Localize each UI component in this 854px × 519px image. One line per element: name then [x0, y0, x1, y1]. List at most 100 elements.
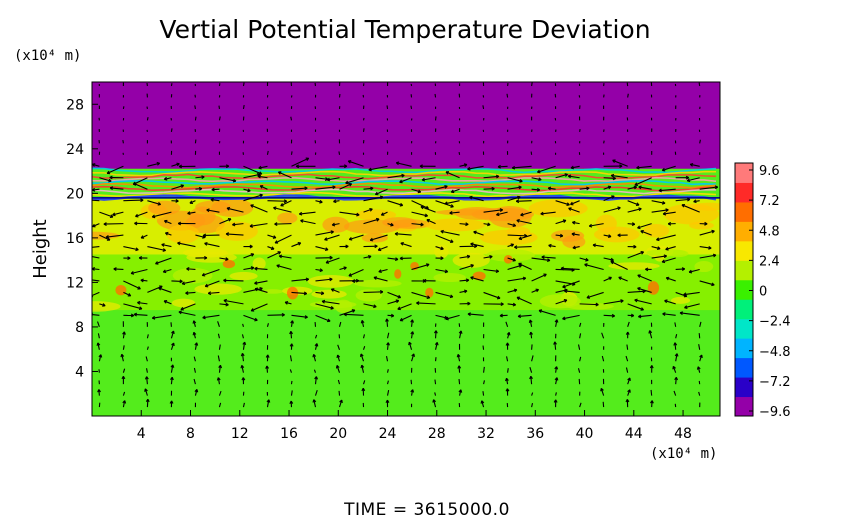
vector-arrow: [687, 177, 700, 182]
vector-arrowhead: [520, 214, 524, 217]
vector-arrowhead: [185, 292, 189, 295]
vector-arrow: [291, 291, 307, 295]
vector-arrow: [267, 246, 275, 250]
vector-arrow: [218, 344, 221, 350]
vector-arrow: [540, 211, 556, 215]
vector-arrowhead: [553, 341, 556, 345]
vector-arrowhead: [662, 213, 667, 216]
vector-arrowhead: [156, 161, 160, 164]
vector-arrow: [435, 330, 437, 339]
vector-arrowhead: [259, 193, 263, 196]
vector-arrow: [688, 268, 700, 273]
vector-arrow: [315, 186, 336, 190]
vector-arrow: [531, 188, 540, 191]
x-tick-label: 40: [576, 426, 594, 442]
vector-arrow: [673, 390, 677, 396]
vector-arrow: [152, 314, 172, 319]
vector-arrowhead: [696, 366, 699, 370]
vector-arrowhead: [633, 185, 637, 188]
vector-arrow: [649, 330, 653, 339]
vector-arrowhead: [529, 376, 532, 380]
vector-arrowhead: [152, 317, 156, 320]
vector-arrow: [651, 246, 661, 250]
vector-arrow: [348, 268, 364, 277]
vector-arrowhead: [374, 244, 378, 247]
vector-arrowhead: [194, 342, 198, 346]
heatmap-patch: [425, 218, 486, 232]
vector-arrow: [217, 355, 220, 362]
vector-arrow: [202, 314, 220, 319]
vector-arrowhead: [560, 233, 564, 237]
vector-arrow: [339, 183, 352, 190]
vector-arrowhead: [171, 342, 175, 346]
heatmap-patch: [307, 274, 354, 288]
vector-arrow: [122, 368, 126, 373]
heatmap-patch: [551, 229, 585, 242]
vector-arrow: [458, 365, 461, 373]
heatmap-region-0: [92, 82, 720, 169]
vector-arrowhead: [180, 184, 184, 186]
vector-arrowhead: [506, 332, 510, 335]
vector-arrowhead: [225, 233, 229, 237]
heatmap-patch: [189, 206, 216, 226]
vector-arrow: [218, 390, 222, 396]
vector-arrow: [627, 93, 629, 98]
vector-arrowhead: [178, 166, 183, 169]
vector-arrowhead: [687, 180, 691, 183]
vector-arrow: [410, 105, 413, 110]
vector-arrowhead: [470, 276, 474, 280]
vector-arrow: [444, 200, 460, 205]
heatmap-region-4: [92, 310, 720, 416]
vector-arrow: [289, 355, 293, 362]
vector-arrowhead: [121, 375, 124, 380]
time-value: 3615000.0: [413, 500, 509, 519]
vector-arrow: [637, 223, 652, 229]
vector-arrowhead: [410, 319, 413, 323]
vector-arrow: [483, 188, 495, 190]
vector-arrow: [105, 234, 124, 238]
vector-arrow: [258, 165, 268, 169]
heatmap-patch: [92, 301, 121, 312]
heatmap-patch: [354, 279, 402, 288]
vector-arrow: [531, 82, 533, 87]
vector-arrowhead: [163, 271, 167, 274]
vector-arrowhead: [681, 204, 685, 208]
vector-arrow: [531, 257, 551, 262]
vector-arrow: [459, 223, 469, 225]
vector-arrow: [137, 301, 148, 305]
heatmap-patch: [485, 249, 535, 262]
vector-arrow: [451, 188, 460, 193]
vector-arrowhead: [325, 247, 329, 251]
vector-arrowhead: [411, 353, 415, 357]
vector-arrow: [507, 234, 527, 237]
vector-arrow: [555, 219, 567, 225]
vector-arrow: [603, 207, 621, 213]
vector-arrowhead: [457, 365, 460, 369]
vector-arrowhead: [681, 267, 685, 270]
vector-arrowhead: [164, 178, 168, 181]
vector-arrow: [155, 257, 172, 265]
vector-arrow: [122, 139, 124, 144]
vector-arrow: [483, 380, 485, 385]
vector-arrow: [362, 128, 365, 132]
vector-arrow: [178, 311, 196, 316]
vector-arrowhead: [110, 214, 114, 218]
heatmap-warm-spot: [222, 259, 236, 269]
vector-arrowhead: [232, 224, 236, 227]
vector-arrow: [123, 303, 143, 310]
vector-arrow: [345, 177, 364, 184]
vector-arrow: [467, 313, 484, 316]
vector-arrow: [187, 211, 196, 215]
vector-arrowhead: [450, 204, 454, 208]
vector-arrow: [217, 321, 220, 327]
vector-arrow: [170, 364, 174, 373]
vector-arrow: [396, 162, 412, 167]
colorbar-label: −4.8: [759, 345, 791, 360]
vector-arrow: [663, 211, 676, 215]
vector-arrowhead: [505, 342, 508, 346]
heatmap-warm-spot: [647, 281, 660, 295]
vector-arrow: [410, 319, 413, 327]
vector-arrow: [459, 330, 462, 339]
vector-arrow: [699, 230, 715, 236]
vector-arrowhead: [144, 376, 148, 380]
